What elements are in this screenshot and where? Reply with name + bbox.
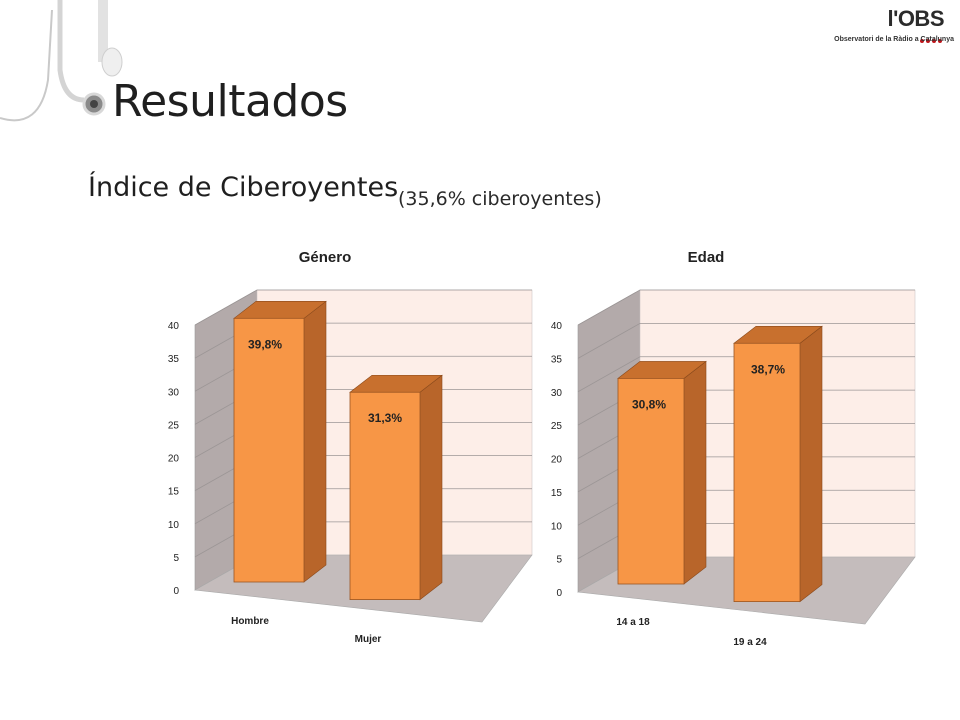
y-tick-label: 10: [551, 521, 563, 532]
y-tick-label: 0: [173, 586, 179, 597]
y-tick-label: 20: [551, 455, 563, 466]
y-tick-label: 40: [168, 321, 180, 332]
data-label: 38,7%: [751, 362, 785, 376]
logo-dots-icon: [920, 30, 944, 48]
obs-logo: l'OBS Observatori de la Ràdio a Cataluny…: [834, 6, 954, 50]
earphone-bud-icon: [101, 47, 123, 77]
slide-subnote: (35,6% ciberoyentes): [398, 188, 602, 210]
bullet-disc-center-icon: [90, 100, 98, 108]
data-label: 39,8%: [248, 337, 282, 351]
logo-name: l'OBS: [887, 6, 944, 31]
y-tick-label: 25: [551, 421, 563, 432]
y-tick-label: 5: [173, 553, 179, 564]
category-label: 14 a 18: [616, 617, 650, 628]
y-tick-label: 0: [556, 588, 562, 599]
gridline: [577, 322, 915, 359]
earphones-graphic: [0, 0, 123, 122]
slide-subtitle: Índice de Ciberoyentes: [88, 172, 399, 203]
bar-side: [799, 325, 823, 603]
earphone-cable-icon: [0, 9, 53, 122]
y-tick-label: 10: [168, 520, 180, 531]
y-tick-label: 5: [556, 555, 562, 566]
y-tick-label: 25: [168, 420, 180, 431]
slide-title: Resultados: [112, 76, 348, 127]
category-label: Mujer: [355, 634, 382, 645]
bar-side: [683, 360, 707, 585]
y-tick-label: 35: [551, 354, 563, 365]
y-tick-label: 15: [168, 487, 180, 498]
data-label: 31,3%: [368, 411, 402, 425]
earphone-stem-icon: [98, 0, 108, 62]
bar: [617, 378, 685, 585]
gridline: [577, 289, 915, 326]
y-tick-label: 15: [551, 488, 563, 499]
gridline: [577, 356, 915, 393]
y-tick-label: 35: [168, 354, 180, 365]
y-tick-label: 30: [551, 388, 563, 399]
category-label: 19 a 24: [733, 637, 767, 648]
chart-title: Género: [299, 249, 352, 266]
bar: [349, 391, 421, 600]
chart-title: Edad: [688, 249, 725, 266]
logo-tagline: Observatori de la Ràdio a Catalunya: [834, 36, 954, 43]
y-tick-label: 40: [551, 321, 563, 332]
bar: [733, 342, 801, 603]
category-label: Hombre: [231, 616, 269, 627]
earphone-cable-icon: [57, 0, 85, 103]
bar: [233, 317, 305, 583]
y-tick-label: 30: [168, 387, 180, 398]
y-tick-label: 20: [168, 454, 180, 465]
data-label: 30,8%: [632, 397, 666, 411]
gridline: [194, 289, 532, 326]
